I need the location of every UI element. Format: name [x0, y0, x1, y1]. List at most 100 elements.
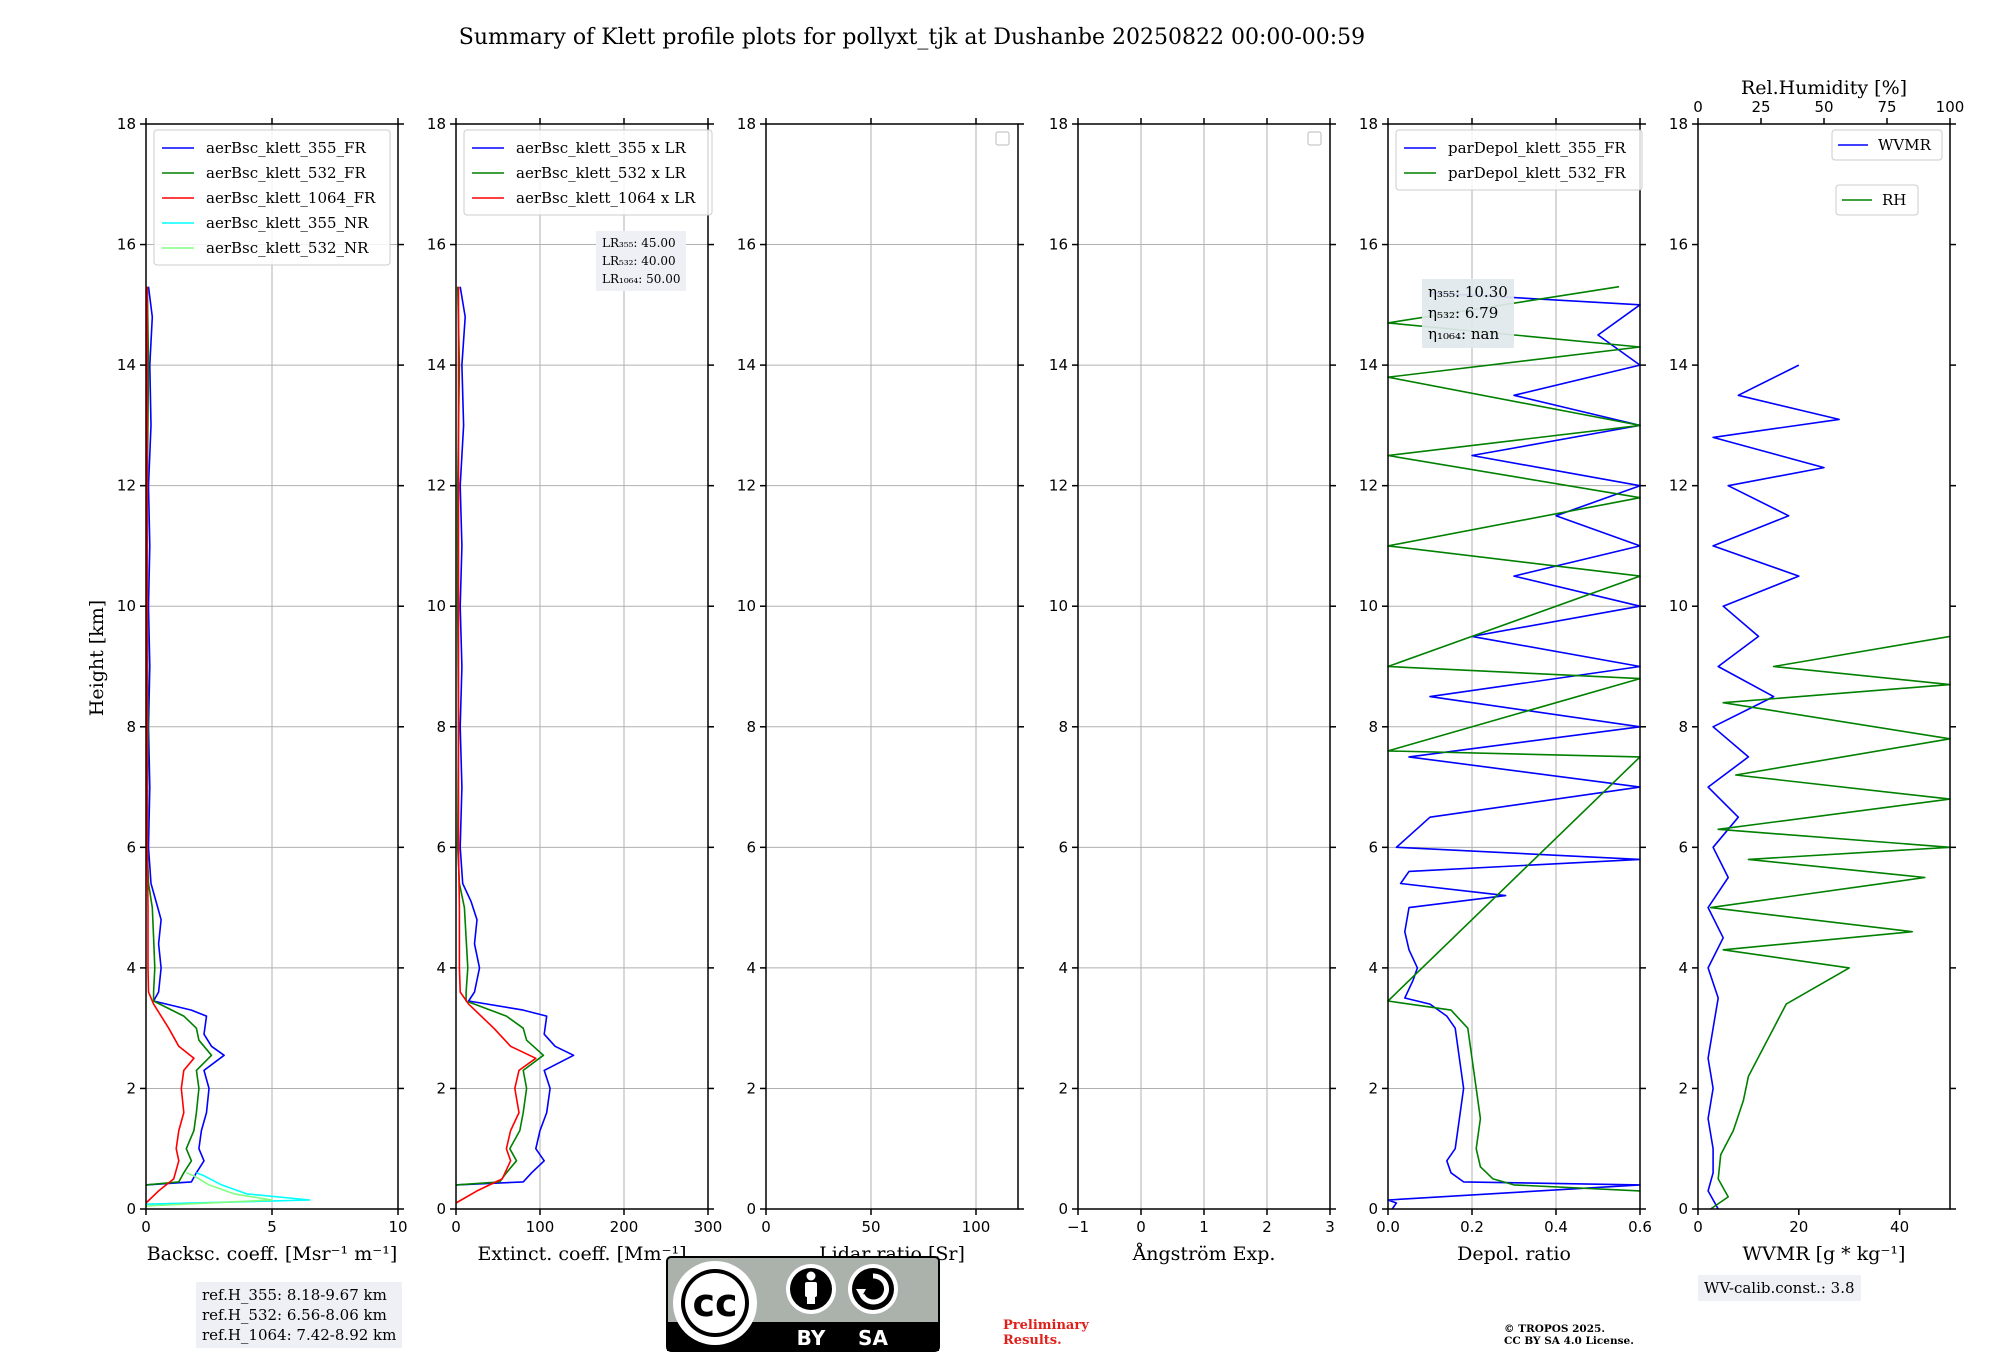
- x-axis-label: Depol. ratio: [1457, 1243, 1571, 1265]
- y-tick-label: 18: [737, 115, 756, 133]
- series-line-aerBsc_klett_532_FR: [145, 286, 213, 1186]
- x-axis-label: Backsc. coeff. [Msr⁻¹ m⁻¹]: [147, 1243, 398, 1265]
- empty-legend-box: [995, 131, 1010, 146]
- y-tick-label: 16: [1359, 236, 1378, 254]
- x-axis-label: WVMR [g * kg⁻¹]: [1743, 1243, 1906, 1265]
- x-tick-label: 2: [1262, 1218, 1272, 1236]
- plot-frame: [765, 123, 1019, 1210]
- legend-label: parDepol_klett_355_FR: [1448, 139, 1626, 157]
- legend-label: aerBsc_klett_355 x LR: [516, 139, 687, 157]
- y-tick-label: 6: [436, 838, 446, 856]
- y-tick-label: 6: [746, 838, 756, 856]
- cc-license-logo: cc BY SA: [666, 1256, 940, 1352]
- y-tick-label: 4: [1678, 959, 1688, 977]
- preliminary-line-1: Preliminary: [1003, 1318, 1089, 1333]
- y-tick-label: 10: [1049, 597, 1068, 615]
- x-tick-label: 0: [761, 1218, 771, 1236]
- y-tick-label: 14: [1669, 356, 1688, 374]
- series-line-aerBsc_klett_355_FR: [145, 286, 225, 1186]
- y-tick-label: 18: [1669, 115, 1688, 133]
- y-tick-label: 8: [1368, 718, 1378, 736]
- y-tick-label: 12: [1049, 477, 1068, 495]
- y-tick-label: 16: [1669, 236, 1688, 254]
- x-tick-label: 10: [388, 1218, 407, 1236]
- y-tick-label: 16: [427, 236, 446, 254]
- y-tick-label: 10: [117, 597, 136, 615]
- x-tick-label: 1: [1199, 1218, 1209, 1236]
- legend-label: parDepol_klett_532_FR: [1448, 164, 1626, 182]
- x2-tick-label: 100: [1936, 98, 1965, 116]
- y-tick-label: 8: [126, 718, 136, 736]
- y-tick-label: 2: [1678, 1079, 1688, 1097]
- x2-tick-label: 0: [1693, 98, 1703, 116]
- wv-calib-const: WV-calib.const.: 3.8: [1704, 1279, 1855, 1297]
- y-tick-label: 12: [1669, 477, 1688, 495]
- panel-extinction: 0 2 4 6 8 10 12 14 16 18 0 100 200 300 Extinct. coeff.…: [427, 115, 722, 1265]
- y-tick-label: 8: [746, 718, 756, 736]
- x-axis-label: Ångström Exp.: [1132, 1243, 1276, 1265]
- x-tick-label: 0.0: [1376, 1218, 1400, 1236]
- cc-letters: cc: [692, 1281, 737, 1325]
- series-line-aerBsc_klett_1064 x LR: [455, 286, 537, 1204]
- lr-532: LR₅₃₂: 40.00: [602, 254, 676, 268]
- legend-box: [1835, 184, 1919, 216]
- series-line-aerBsc_klett_355_NR: [145, 1172, 311, 1205]
- series-line-RH: [1709, 635, 1951, 1210]
- y-tick-label: 12: [737, 477, 756, 495]
- lr-355: LR₃₅₅: 45.00: [602, 236, 676, 250]
- x-tick-label: 40: [1890, 1218, 1909, 1236]
- y-tick-label: 12: [117, 477, 136, 495]
- y-tick-label: 12: [427, 477, 446, 495]
- plot-frame: [1697, 123, 1951, 1210]
- legend-box: [1395, 129, 1643, 191]
- y-tick-label: 6: [1058, 838, 1068, 856]
- y-tick-label: 18: [1359, 115, 1378, 133]
- y-tick-label: 6: [1368, 838, 1378, 856]
- series-line-aerBsc_klett_532_NR: [145, 1172, 273, 1207]
- x2-tick-label: 50: [1814, 98, 1833, 116]
- y-tick-label: 10: [1359, 597, 1378, 615]
- legend-label: RH: [1882, 191, 1906, 209]
- legend-label: aerBsc_klett_532 x LR: [516, 164, 687, 182]
- y-tick-label: 4: [126, 959, 136, 977]
- y-tick-label: 0: [126, 1200, 136, 1218]
- x2-tick-label: 25: [1751, 98, 1770, 116]
- y-tick-label: 8: [436, 718, 446, 736]
- legend-label: aerBsc_klett_1064_FR: [206, 189, 376, 207]
- y-tick-label: 0: [1678, 1200, 1688, 1218]
- lr-1064: LR₁₀₆₄: 50.00: [602, 272, 681, 286]
- y-tick-label: 14: [117, 356, 136, 374]
- plot-frame: [1387, 123, 1641, 1210]
- y-tick-label: 16: [117, 236, 136, 254]
- x-tick-label: 0.2: [1460, 1218, 1484, 1236]
- x-tick-label: 3: [1325, 1218, 1335, 1236]
- y-tick-label: 8: [1058, 718, 1068, 736]
- plot-frame: [455, 123, 709, 1210]
- x-tick-label: 0: [141, 1218, 151, 1236]
- eta-1064: η₁₀₆₄: nan: [1428, 325, 1500, 343]
- y-tick-label: 6: [126, 838, 136, 856]
- y-tick-label: 18: [427, 115, 446, 133]
- preliminary-line-2: Results.: [1003, 1333, 1062, 1348]
- cc-by-text: BY: [797, 1326, 826, 1350]
- ref-height-1064: ref.H_1064: 7.42-8.92 km: [202, 1326, 397, 1344]
- y-tick-label: 6: [1678, 838, 1688, 856]
- x-tick-label: 300: [694, 1218, 723, 1236]
- y-tick-label: 18: [117, 115, 136, 133]
- legend-label: aerBsc_klett_355_FR: [206, 139, 366, 157]
- panel-water-vapor: 0 2 4 6 8 10 12 14 16 18 0 20 40 0 25 50 75 100 Rel.Humidi…: [1669, 77, 1964, 1265]
- x-tick-label: 0: [1693, 1218, 1703, 1236]
- wv-calib-box: WV-calib.const.: 3.8: [1698, 1275, 1861, 1301]
- x-axis-label: Extinct. coeff. [Mm⁻¹]: [477, 1243, 686, 1265]
- y-tick-label: 10: [427, 597, 446, 615]
- x-tick-label: 0: [1136, 1218, 1146, 1236]
- panel-backscatter: 0 2 4 6 8 10 12 14 16 18 0 5 10 Backsc. coeff. [Msr⁻¹…: [117, 115, 408, 1265]
- lidar-ratio-box: LR₃₅₅: 45.00 LR₅₃₂: 40.00 LR₁₀₆₄: 50.00: [596, 231, 687, 291]
- x-tick-label: −1: [1067, 1218, 1089, 1236]
- y-tick-label: 2: [1368, 1079, 1378, 1097]
- preliminary-results-note: Preliminary Results.: [1003, 1318, 1089, 1348]
- plot-frame: [145, 123, 399, 1210]
- copyright-line-2: CC BY SA 4.0 License.: [1504, 1335, 1634, 1347]
- y-tick-label: 2: [436, 1079, 446, 1097]
